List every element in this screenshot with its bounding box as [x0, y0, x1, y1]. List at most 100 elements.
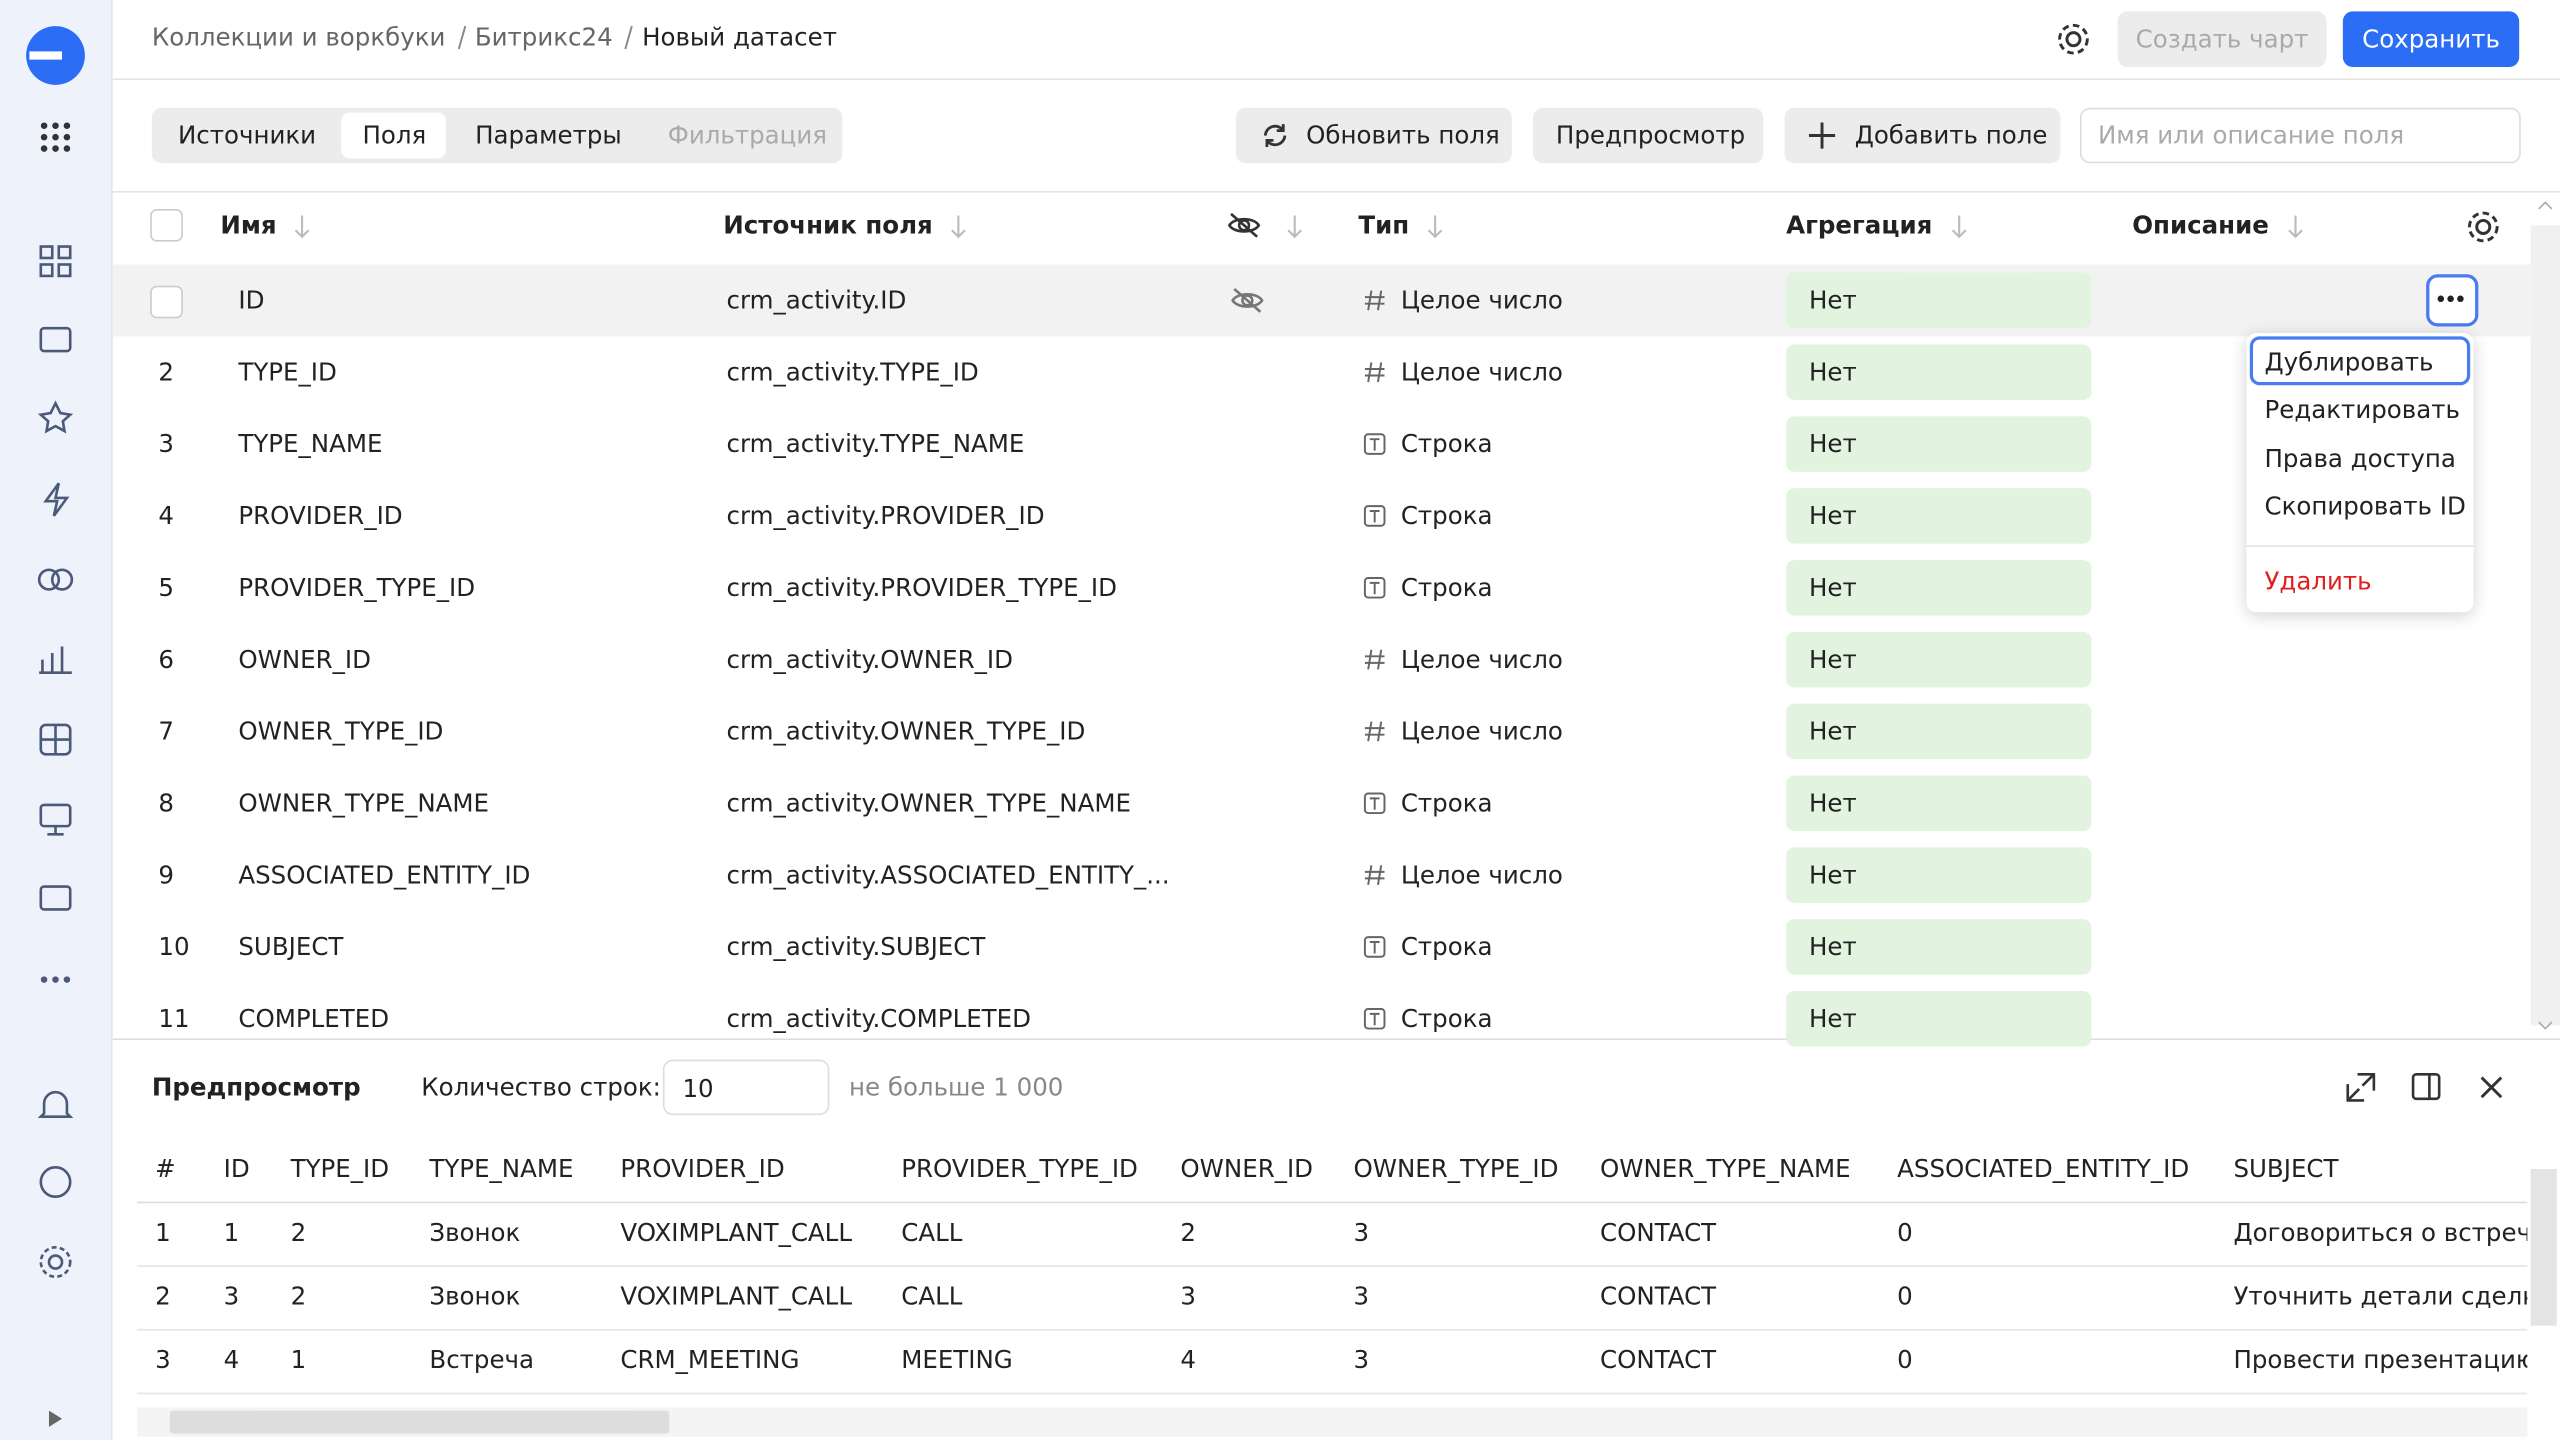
refresh-button[interactable] [1235, 107, 1512, 164]
aggregation-value[interactable]: Нет [1808, 716, 1857, 747]
field-type[interactable]: Строка [1400, 788, 1493, 818]
column-header[interactable]: Описание [2132, 210, 2269, 240]
aggregation-select[interactable] [1786, 488, 2092, 544]
field-name[interactable]: ASSOCIATED_ENTITY_ID [238, 860, 531, 890]
aggregation-select[interactable] [1786, 847, 2092, 903]
aggregation-value[interactable]: Нет [1808, 357, 1857, 387]
preview-cell: 1 [223, 1217, 240, 1248]
scrollbar [2530, 201, 2560, 1030]
field-name[interactable]: OWNER_TYPE_ID [238, 716, 444, 747]
column-header[interactable]: Имя [220, 210, 277, 240]
tab[interactable]: Поля [362, 120, 427, 151]
aggregation-select[interactable] [1786, 559, 2092, 616]
menu-item[interactable]: Редактировать [2264, 395, 2460, 425]
field-name[interactable]: TYPE_ID [238, 357, 337, 387]
field-source: crm_activity.ASSOCIATED_ENTITY_... [726, 860, 1170, 890]
menu-item[interactable]: Удалить [2264, 566, 2372, 596]
menu-focus [2249, 336, 2471, 386]
tab[interactable]: Параметры [475, 120, 622, 151]
field-name[interactable]: PROVIDER_TYPE_ID [238, 573, 476, 603]
field-type[interactable]: Целое число [1400, 357, 1563, 387]
tab[interactable]: Источники [177, 120, 317, 151]
field-name[interactable]: COMPLETED [238, 1004, 390, 1034]
header-checkbox[interactable] [150, 208, 183, 242]
field-type[interactable]: Строка [1400, 932, 1493, 962]
preview-cell: 4 [223, 1345, 240, 1375]
field-name[interactable]: ID [238, 285, 265, 316]
aggregation-value[interactable]: Нет [1808, 860, 1857, 890]
column-header[interactable]: Тип [1358, 210, 1410, 240]
field-name[interactable]: OWNER_ID [238, 644, 371, 675]
sort-arrow [295, 215, 311, 239]
row-number: 9 [158, 860, 174, 890]
field-type[interactable]: Строка [1400, 429, 1493, 459]
row-number: 10 [158, 932, 190, 962]
tab-active-bg [341, 112, 446, 159]
rows-input[interactable] [662, 1059, 830, 1116]
sort-arrow [951, 215, 967, 239]
preview-cell: 0 [1897, 1281, 1913, 1312]
preview-label[interactable]: Предпросмотр [1555, 120, 1746, 151]
field-type[interactable]: Целое число [1400, 860, 1563, 890]
aggregation-value[interactable]: Нет [1808, 573, 1857, 603]
aggregation-value[interactable]: Нет [1808, 429, 1857, 459]
preview-button[interactable] [1533, 107, 1764, 164]
sort-arrow [1287, 215, 1302, 239]
column-header[interactable]: Агрегация [1786, 210, 1933, 240]
preview-cell: Уточнить детали сделки [2233, 1281, 2553, 1312]
aggregation-value[interactable]: Нет [1808, 644, 1857, 675]
menu-item[interactable]: Права доступа [2264, 444, 2456, 474]
add-field-label[interactable]: Добавить поле [1854, 120, 2048, 151]
type-icon [1363, 576, 1386, 599]
row-number: 6 [158, 644, 174, 675]
breadcrumb[interactable]: Битрикс24 [474, 22, 613, 53]
aggregation-value[interactable]: Нет [1808, 932, 1857, 962]
sort-arrow [2287, 215, 2303, 239]
header-bar [112, 0, 2560, 80]
field-type[interactable]: Целое число [1400, 285, 1563, 316]
hidden-icon [1227, 212, 1261, 238]
create-chart-button[interactable]: Создать чарт [2117, 11, 2327, 67]
row-checkbox[interactable] [150, 285, 183, 319]
save-button[interactable]: Сохранить [2342, 11, 2520, 67]
tab[interactable]: Фильтрация [667, 120, 827, 151]
field-type[interactable]: Строка [1400, 573, 1493, 603]
aggregation-value[interactable]: Нет [1808, 285, 1857, 316]
rows-input-value[interactable]: 10 [682, 1074, 714, 1104]
aggregation-select[interactable] [1786, 272, 2092, 329]
type-icon [1363, 505, 1386, 527]
field-name[interactable]: TYPE_NAME [238, 429, 383, 459]
field-source: crm_activity.ID [726, 285, 907, 316]
field-type[interactable]: Строка [1400, 501, 1493, 531]
aggregation-value[interactable]: Нет [1808, 788, 1857, 818]
preview-cell: 4 [1180, 1345, 1196, 1375]
aggregation-select[interactable] [1786, 991, 2092, 1047]
aggregation-value[interactable]: Нет [1808, 501, 1857, 531]
field-type[interactable]: Целое число [1400, 644, 1563, 675]
field-name[interactable]: SUBJECT [238, 932, 344, 962]
aggregation-select[interactable] [1786, 344, 2092, 400]
aggregation-select[interactable] [1786, 919, 2092, 975]
breadcrumb-separator [457, 25, 466, 50]
aggregation-select[interactable] [1786, 775, 2092, 832]
breadcrumb[interactable]: Коллекции и воркбуки [151, 22, 446, 53]
preview-column-header: OWNER_TYPE_ID [1353, 1154, 1559, 1184]
field-type[interactable]: Строка [1400, 1004, 1493, 1034]
field-name[interactable]: OWNER_TYPE_NAME [238, 788, 490, 818]
aggregation-value[interactable]: Нет [1808, 1004, 1857, 1034]
aggregation-select[interactable] [1786, 631, 2092, 688]
sort-arrow [1427, 215, 1443, 239]
menu-item[interactable]: Скопировать ID [2264, 491, 2466, 521]
type-icon [1364, 721, 1385, 742]
search-placeholder[interactable]: Имя или описание поля [2097, 120, 2405, 151]
preview-cell: 2 [1180, 1217, 1196, 1248]
field-name[interactable]: PROVIDER_ID [238, 501, 403, 531]
search-input[interactable] [2079, 107, 2521, 164]
column-header[interactable]: Источник поля [723, 210, 933, 240]
aggregation-select[interactable] [1786, 703, 2092, 760]
field-type[interactable]: Целое число [1400, 716, 1563, 747]
aggregation-select[interactable] [1786, 416, 2092, 472]
refresh-label[interactable]: Обновить поля [1306, 120, 1500, 151]
menu-item[interactable]: Дублировать [2264, 347, 2434, 378]
type-icon [1364, 362, 1385, 383]
